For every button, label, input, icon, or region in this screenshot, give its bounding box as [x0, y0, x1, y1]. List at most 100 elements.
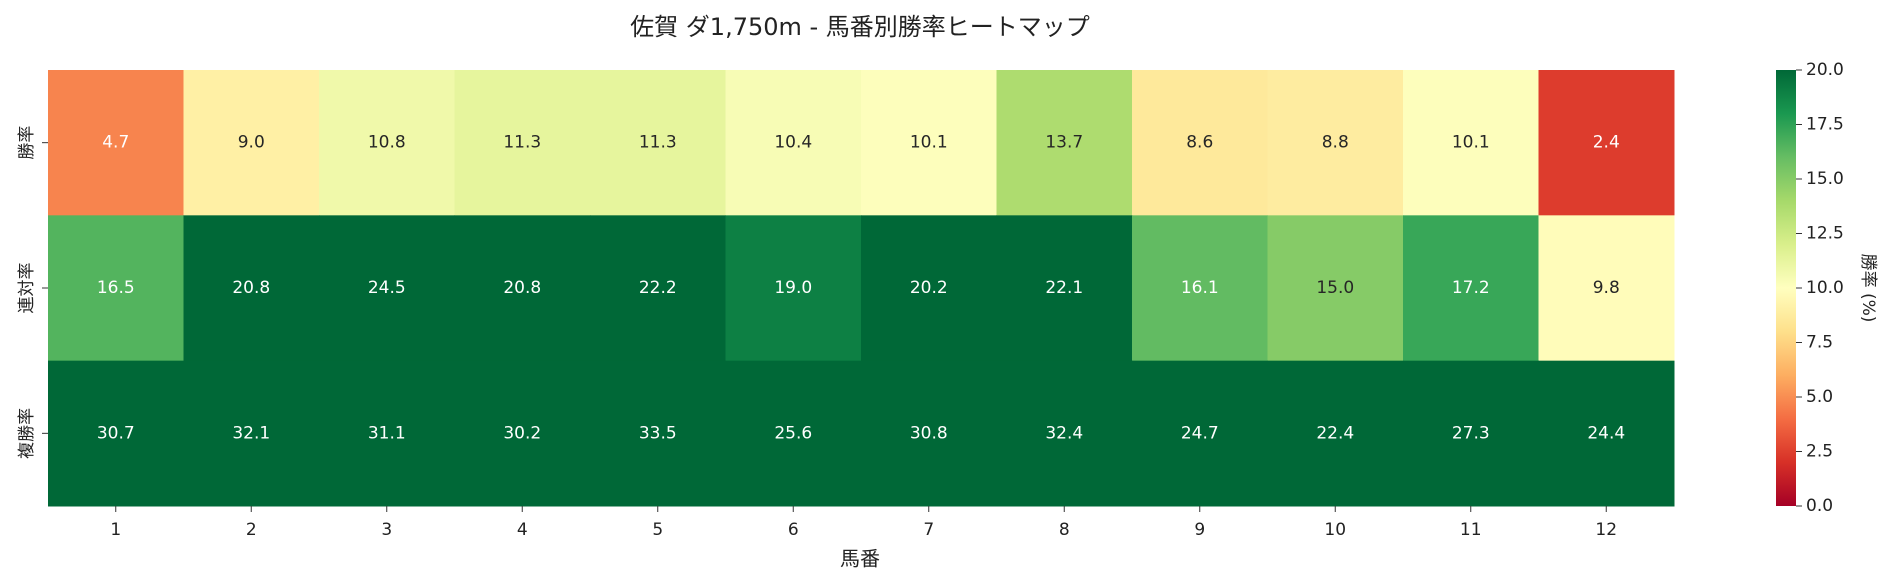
cell-label: 24.4	[1587, 423, 1625, 443]
cell-label: 13.7	[1045, 133, 1083, 153]
heatmap-cell	[861, 70, 997, 216]
cell-label: 27.3	[1452, 423, 1490, 443]
heatmap-cell	[1132, 360, 1268, 507]
heatmap-cell	[48, 70, 184, 216]
cell-label: 9.0	[238, 133, 265, 153]
cell-label: 30.8	[910, 423, 948, 443]
heatmap-cell	[48, 215, 184, 362]
heatmap-cell	[590, 360, 726, 507]
heatmap-cell	[1267, 215, 1404, 362]
colorbar-tick-label: 20.0	[1806, 60, 1844, 80]
x-tick-label: 7	[923, 520, 934, 540]
x-tick-label: 2	[246, 520, 257, 540]
heatmap-cell	[183, 215, 320, 362]
cell-label: 4.7	[102, 133, 129, 153]
heatmap-cell	[48, 360, 184, 507]
heatmap-cell	[1403, 70, 1539, 216]
x-tick-label: 12	[1595, 520, 1617, 540]
cell-label: 16.1	[1181, 278, 1219, 298]
colorbar	[1776, 70, 1796, 506]
colorbar-tick-label: 5.0	[1806, 387, 1833, 407]
heatmap-cell	[861, 360, 997, 507]
cell-label: 8.6	[1186, 133, 1213, 153]
colorbar-tick-label: 0.0	[1806, 496, 1833, 516]
cell-label: 24.5	[368, 278, 406, 298]
heatmap-cell	[319, 215, 455, 362]
x-tick-label: 1	[110, 520, 121, 540]
heatmap-cell	[1538, 70, 1675, 216]
heatmap-cell	[1538, 360, 1675, 507]
cell-label: 10.8	[368, 133, 406, 153]
cell-label: 8.8	[1322, 133, 1349, 153]
colorbar-tick-label: 7.5	[1806, 333, 1833, 353]
cell-label: 10.1	[1452, 133, 1490, 153]
cell-label: 22.2	[639, 278, 677, 298]
colorbar-tick-label: 15.0	[1806, 169, 1844, 189]
colorbar-tick-label: 12.5	[1806, 224, 1844, 244]
cell-label: 20.8	[503, 278, 541, 298]
cell-label: 11.3	[639, 133, 677, 153]
heatmap-cell	[1267, 360, 1404, 507]
cell-label: 32.4	[1045, 423, 1083, 443]
cell-label: 16.5	[97, 278, 135, 298]
cell-label: 20.8	[232, 278, 270, 298]
heatmap-cell	[1132, 215, 1268, 362]
heatmap-cell	[454, 360, 591, 507]
heatmap-cell	[454, 215, 591, 362]
cell-label: 30.7	[97, 423, 135, 443]
heatmap-cell	[725, 215, 862, 362]
colorbar-label: 勝率 (%)	[1858, 254, 1878, 323]
heatmap-cell	[725, 70, 862, 216]
cell-label: 17.2	[1452, 278, 1490, 298]
x-tick-label: 9	[1194, 520, 1205, 540]
heatmap-cell	[996, 215, 1133, 362]
cell-label: 20.2	[910, 278, 948, 298]
heatmap-cell	[996, 360, 1133, 507]
cell-label: 25.6	[774, 423, 812, 443]
heatmap-cell	[996, 70, 1133, 216]
heatmap-cell	[454, 70, 591, 216]
x-tick-label: 3	[381, 520, 392, 540]
x-tick-label: 6	[788, 520, 799, 540]
cell-label: 10.4	[774, 133, 812, 153]
chart-title: 佐賀 ダ1,750m - 馬番別勝率ヒートマップ	[630, 13, 1090, 41]
heatmap-cell	[1538, 215, 1675, 362]
colorbar-tick-label: 10.0	[1806, 278, 1844, 298]
cell-label: 10.1	[910, 133, 948, 153]
x-tick-label: 11	[1460, 520, 1482, 540]
cell-label: 32.1	[232, 423, 270, 443]
heatmap-cell	[183, 70, 320, 216]
y-tick-label: 連対率	[17, 263, 37, 314]
cell-label: 22.1	[1045, 278, 1083, 298]
cell-label: 15.0	[1316, 278, 1354, 298]
y-tick-label: 複勝率	[17, 408, 37, 459]
heatmap-cell	[590, 215, 726, 362]
heatmap-cell	[1132, 70, 1268, 216]
heatmap-cell	[861, 215, 997, 362]
y-tick-label: 勝率	[17, 126, 37, 160]
heatmap-cell	[319, 360, 455, 507]
heatmap-cell	[1403, 360, 1539, 507]
colorbar-tick-label: 2.5	[1806, 442, 1833, 462]
cell-label: 22.4	[1316, 423, 1354, 443]
cell-label: 2.4	[1593, 133, 1620, 153]
x-tick-label: 4	[517, 520, 528, 540]
x-tick-label: 10	[1324, 520, 1346, 540]
heatmap-cell	[319, 70, 455, 216]
heatmap-cell	[1267, 70, 1404, 216]
x-tick-label: 8	[1059, 520, 1070, 540]
heatmap-cell	[590, 70, 726, 216]
heatmap-cell	[725, 360, 862, 507]
cell-label: 24.7	[1181, 423, 1219, 443]
x-tick-label: 5	[652, 520, 663, 540]
cell-label: 31.1	[368, 423, 406, 443]
cell-label: 19.0	[774, 278, 812, 298]
heatmap-cell	[183, 360, 320, 507]
x-axis-label: 馬番	[840, 547, 880, 571]
cell-label: 11.3	[503, 133, 541, 153]
cell-label: 33.5	[639, 423, 677, 443]
heatmap-cell	[1403, 215, 1539, 362]
colorbar-tick-label: 17.5	[1806, 115, 1844, 135]
cell-label: 30.2	[503, 423, 541, 443]
